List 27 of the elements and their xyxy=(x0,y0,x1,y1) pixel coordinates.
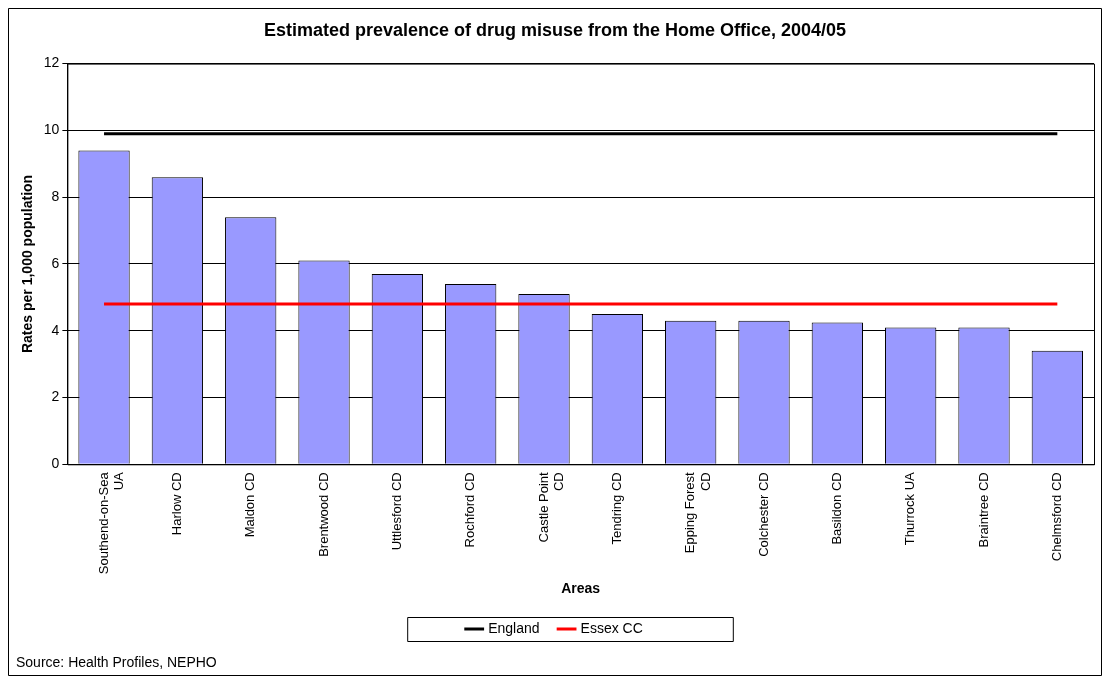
x-tick-label: Braintree CD xyxy=(975,472,991,548)
source-note: Source: Health Profiles, NEPHO xyxy=(16,653,217,670)
x-tick-label: Colchester CD xyxy=(755,472,771,557)
x-tick-label: Maldon CD xyxy=(242,472,258,538)
x-tick-label: Thurrock UA xyxy=(902,471,918,546)
legend-label: England xyxy=(488,619,540,636)
x-tick-label: Castle Point CD xyxy=(535,471,567,543)
y-axis-title: Rates per 1,000 population xyxy=(19,174,36,354)
x-tick-label: Tendring CD xyxy=(608,472,624,545)
y-tick-label: 0 xyxy=(51,455,60,472)
y-tick-label: 2 xyxy=(51,388,60,405)
x-tick-label: Southend-on-Sea UA xyxy=(95,471,127,575)
y-tick-label: 12 xyxy=(43,54,60,71)
x-axis-title: Areas xyxy=(561,580,601,597)
x-tick-label: Basildon CD xyxy=(828,472,844,545)
y-tick-label: 4 xyxy=(51,321,60,338)
y-tick-label: 10 xyxy=(43,121,60,138)
x-tick-label: Rochford CD xyxy=(462,472,478,548)
x-tick-label: Harlow CD xyxy=(168,472,184,536)
y-tick-label: 6 xyxy=(51,254,60,271)
chart-title: Estimated prevalence of drug misuse from the Home Office, 2004/05 xyxy=(263,19,847,40)
x-tick-label: Chelmsford CD xyxy=(1048,472,1064,562)
x-tick-label: Epping Forest CD xyxy=(682,471,713,554)
legend-label: Essex CC xyxy=(580,619,643,636)
y-tick-label: 8 xyxy=(51,188,60,205)
x-tick-label: Brentwood CD xyxy=(315,472,331,557)
x-tick-label: Uttlesford CD xyxy=(388,472,404,551)
